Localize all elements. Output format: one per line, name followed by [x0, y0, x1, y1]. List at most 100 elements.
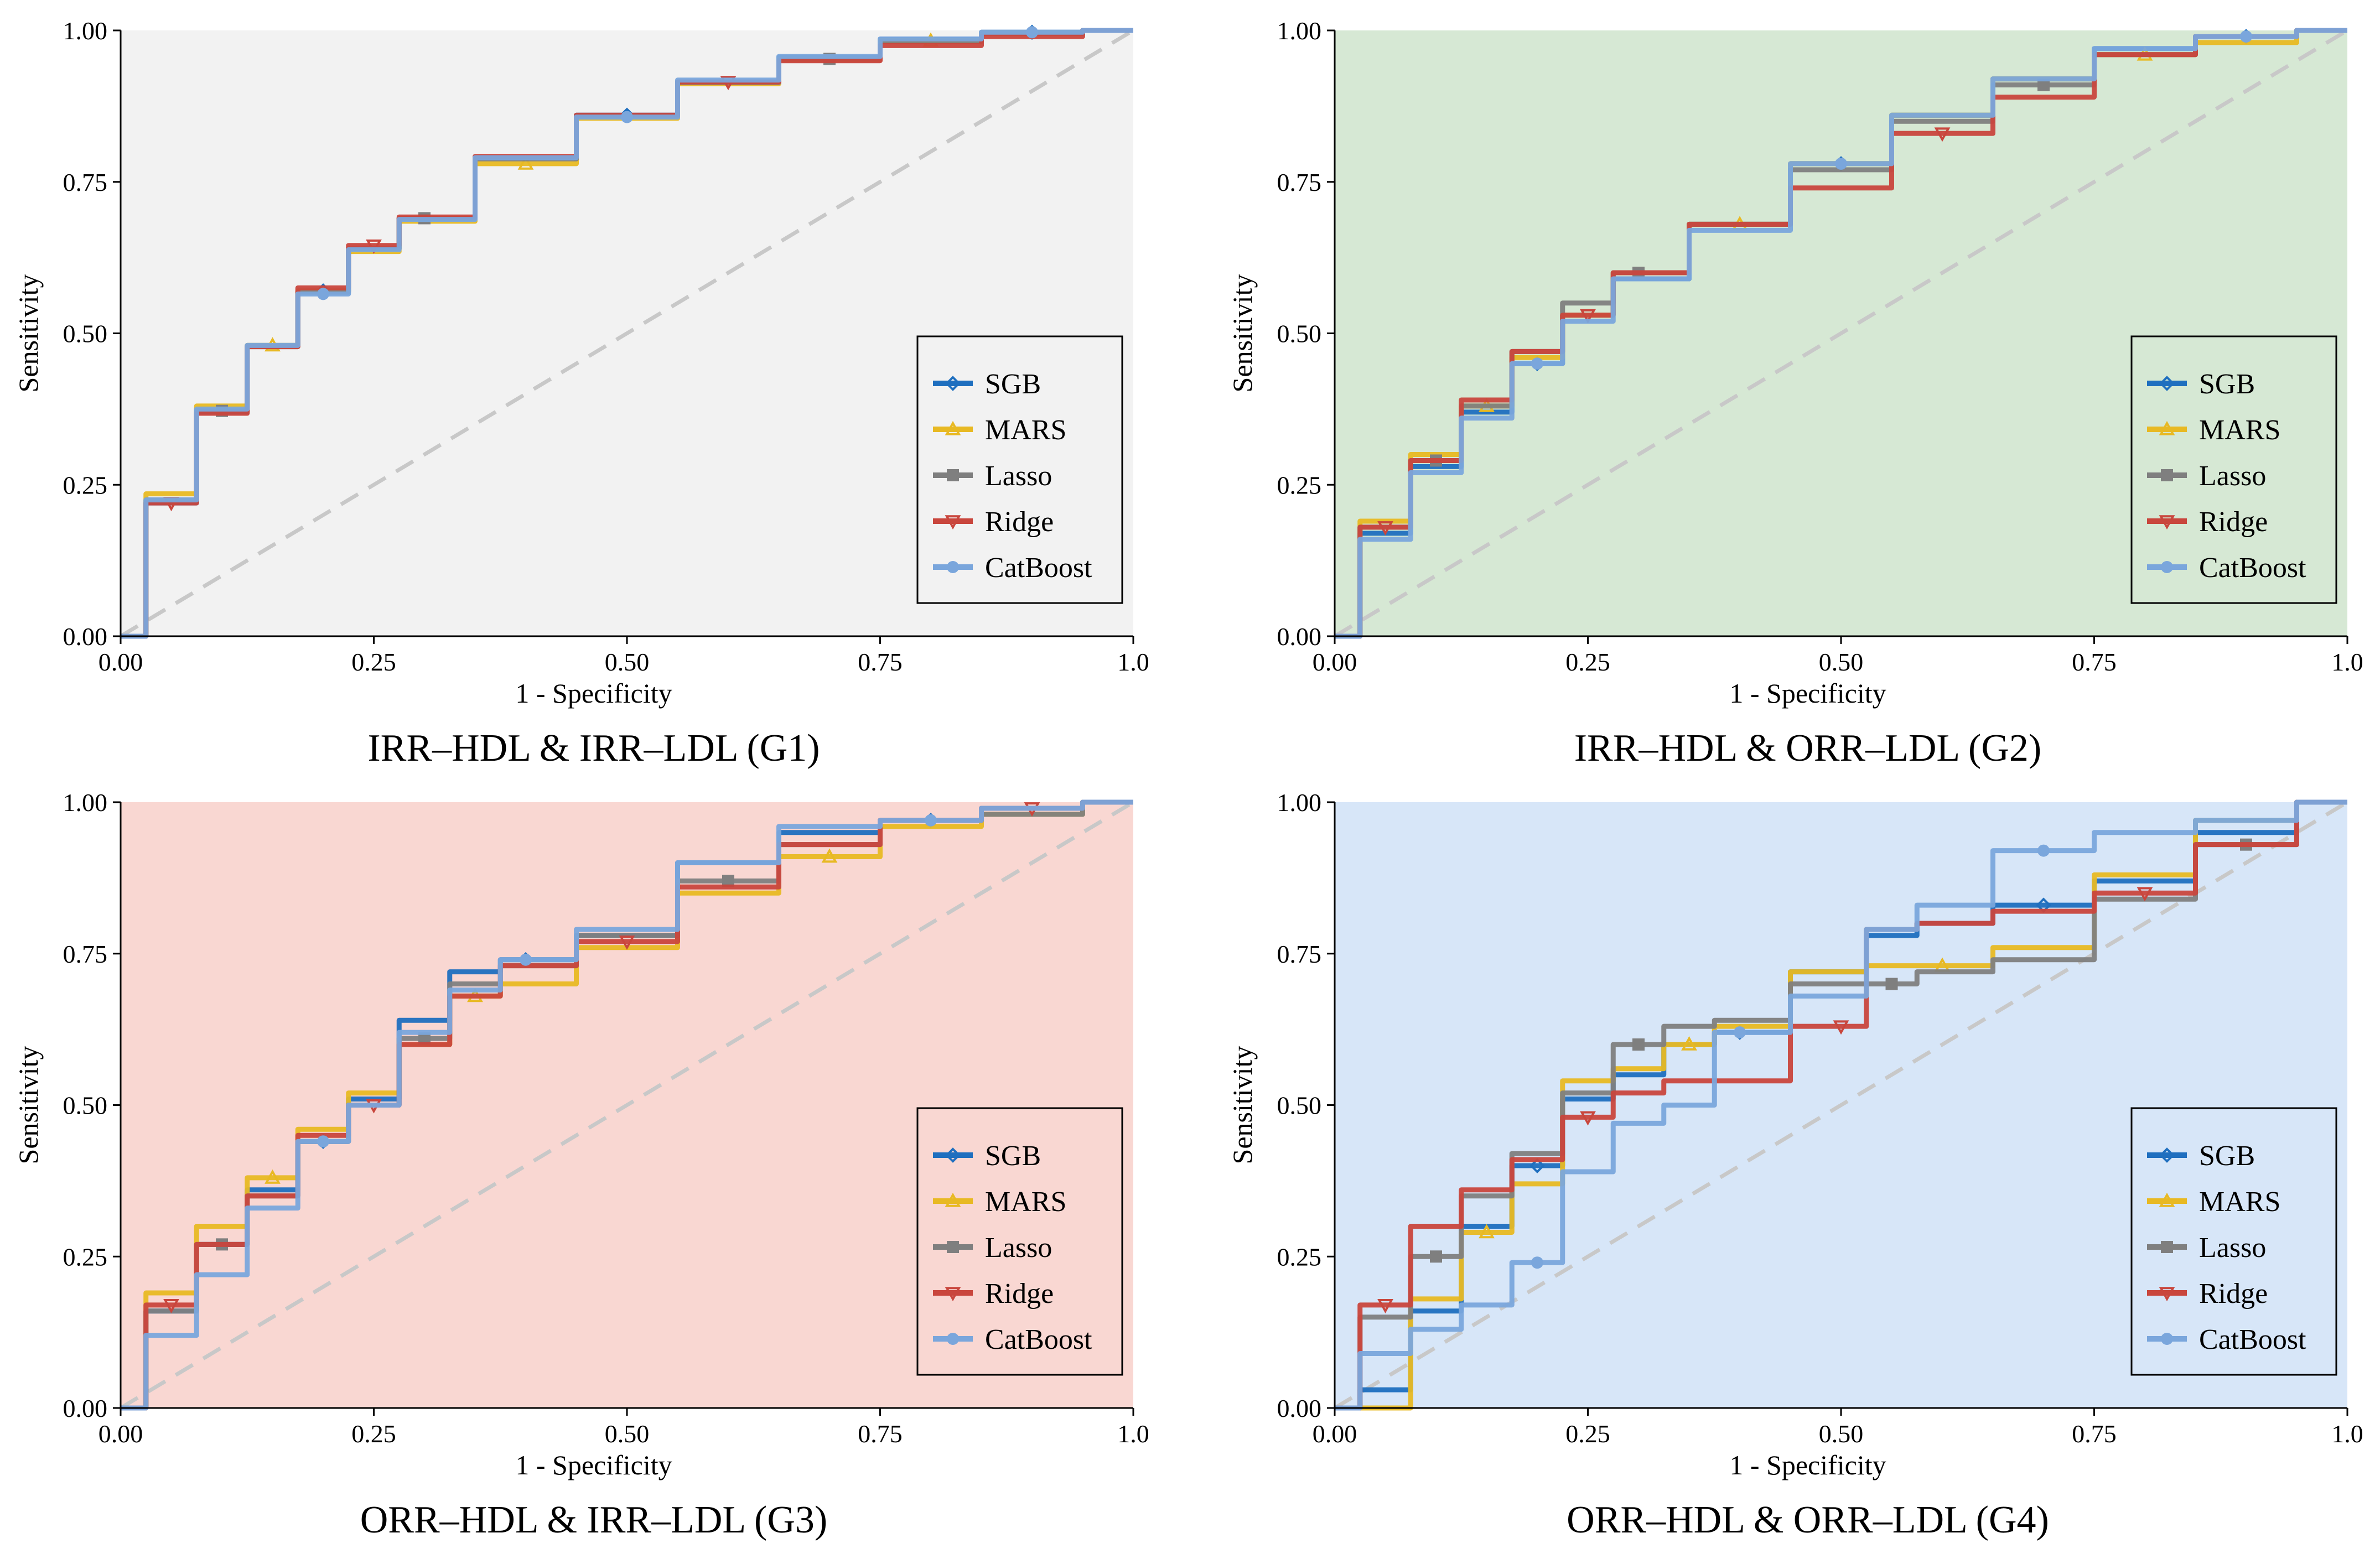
legend-label-sgb: SGB	[985, 368, 1041, 400]
legend-label-ridge: Ridge	[985, 506, 1054, 538]
legend-label-sgb: SGB	[2199, 368, 2255, 400]
legend-label-sgb: SGB	[2199, 1140, 2255, 1172]
reference-diagonal	[1334, 28, 2348, 638]
series-marker-sgb	[945, 1147, 961, 1163]
x-tick-label: 1.0	[2331, 648, 2363, 676]
legend-box	[916, 335, 1123, 604]
x-tick-label: 0.25	[1565, 648, 1610, 676]
chart-panel-g3: 0.00 0.25 0.50 0.75 1.0 0.00 0.25 0.50 0.75 1.00 1…	[13, 788, 1149, 1541]
series-marker-lasso	[2037, 79, 2050, 91]
series-marker-catboost	[2161, 1333, 2173, 1345]
x-tick-label: 0.25	[351, 1420, 396, 1448]
legend: SGB MARS Lasso Ridge CatBoost	[916, 1107, 1123, 1376]
chart-panel-g2: 0.00 0.25 0.50 0.75 1.0 0.00 0.25 0.50 0.75 1.00 1…	[1227, 17, 2363, 770]
reference-diagonal	[120, 28, 1134, 638]
series-marker-catboost	[317, 1135, 329, 1148]
series-marker-ridge	[945, 1287, 961, 1302]
series-marker-catboost	[2240, 30, 2252, 43]
chart-panel-g4: 0.00 0.25 0.50 0.75 1.0 0.00 0.25 0.50 0.75 1.00 1…	[1227, 788, 2363, 1541]
chart-caption: IRR–HDL & IRR–LDL (G1)	[367, 727, 820, 770]
x-tick-label: 0.25	[1565, 1420, 1610, 1448]
series-marker-catboost	[947, 1333, 959, 1345]
legend-label-mars: MARS	[2199, 1186, 2280, 1218]
x-tick-label: 0.25	[351, 648, 396, 676]
x-tick-label: 0.50	[1819, 1420, 1864, 1448]
legend: SGB MARS Lasso Ridge CatBoost	[2130, 335, 2337, 604]
y-axis-title: Sensitivity	[1227, 1046, 1258, 1165]
series-marker-sgb	[2159, 1147, 2175, 1163]
y-tick-label: 0.75	[63, 168, 108, 196]
series-marker-sgb	[945, 376, 961, 391]
x-tick-label: 0.00	[98, 648, 143, 676]
legend-label-catboost: CatBoost	[2199, 552, 2306, 584]
series-marker-ridge	[619, 936, 635, 950]
y-tick-label: 1.00	[1277, 17, 1322, 45]
series-marker-lasso	[2161, 469, 2173, 481]
series-line-catboost	[1335, 28, 2347, 639]
x-tick-label: 0.00	[1313, 1420, 1357, 1448]
series-marker-catboost	[317, 288, 329, 300]
legend-label-lasso: Lasso	[2199, 460, 2266, 492]
series-marker-catboost	[947, 561, 959, 573]
series-marker-lasso	[1632, 1038, 1645, 1051]
legend-label-sgb: SGB	[985, 1140, 1041, 1172]
series-catboost	[1335, 28, 2347, 639]
series-line-catboost	[1335, 799, 2347, 1411]
y-tick-label: 0.00	[63, 622, 108, 651]
chart-panel-g1: 0.00 0.25 0.50 0.75 1.0 0.00 0.25 0.50 0.75 1.00 1…	[13, 17, 1149, 770]
series-marker-catboost	[2161, 561, 2173, 573]
series-marker-catboost	[1734, 1026, 1746, 1039]
y-tick-label: 0.25	[1277, 471, 1322, 499]
series-marker-sgb	[1529, 1158, 1545, 1173]
series-marker-lasso	[947, 1241, 959, 1253]
y-tick-label: 1.00	[63, 788, 108, 817]
y-tick-label: 0.25	[63, 471, 108, 499]
series-marker-catboost	[1531, 1256, 1543, 1269]
x-axis-title: 1 - Specificity	[1729, 1449, 1886, 1480]
y-tick-label: 0.00	[63, 1394, 108, 1422]
series-marker-ridge	[163, 1299, 179, 1313]
series-marker-catboost	[925, 814, 937, 827]
series-marker-mars	[2159, 1192, 2175, 1207]
series-marker-sgb	[2159, 376, 2175, 391]
x-tick-label: 1.0	[1117, 648, 1149, 676]
legend-label-catboost: CatBoost	[985, 552, 1092, 584]
y-axis-title: Sensitivity	[13, 274, 44, 393]
series-marker-mars	[517, 155, 534, 170]
legend-label-ridge: Ridge	[985, 1278, 1054, 1310]
series-catboost	[121, 799, 1133, 1411]
y-tick-label: 0.00	[1277, 1394, 1322, 1422]
chart-caption: IRR–HDL & ORR–LDL (G2)	[1574, 727, 2041, 770]
series-marker-catboost	[1835, 157, 1847, 170]
y-tick-label: 0.50	[1277, 1092, 1322, 1120]
series-marker-mars	[945, 420, 961, 435]
series-marker-mars	[265, 1169, 281, 1184]
series-line-catboost	[121, 28, 1133, 639]
x-axis-title: 1 - Specificity	[515, 1449, 672, 1480]
series-marker-lasso	[2161, 1241, 2173, 1253]
y-tick-label: 0.75	[1277, 168, 1322, 196]
series-marker-ridge	[1580, 309, 1596, 324]
legend-label-lasso: Lasso	[2199, 1232, 2266, 1264]
legend-box	[2130, 335, 2337, 604]
y-tick-label: 0.75	[63, 940, 108, 968]
series-marker-catboost	[520, 953, 532, 966]
series-marker-lasso	[1885, 978, 1898, 990]
series-marker-mars	[945, 1192, 961, 1207]
y-tick-label: 1.00	[63, 17, 108, 45]
x-axis-title: 1 - Specificity	[515, 678, 672, 709]
y-tick-label: 0.50	[1277, 320, 1322, 348]
legend-label-mars: MARS	[2199, 414, 2280, 446]
y-tick-label: 0.50	[63, 1092, 108, 1120]
reference-diagonal	[120, 800, 1134, 1410]
series-marker-lasso	[947, 469, 959, 481]
series-marker-lasso	[418, 1032, 431, 1045]
y-tick-label: 0.50	[63, 320, 108, 348]
legend-label-catboost: CatBoost	[985, 1324, 1092, 1355]
x-tick-label: 0.50	[1819, 648, 1864, 676]
series-marker-ridge	[2137, 887, 2153, 902]
series-marker-ridge	[1934, 127, 1951, 142]
series-catboost	[1335, 799, 2347, 1411]
x-tick-label: 0.75	[2072, 1420, 2117, 1448]
x-tick-label: 0.50	[605, 1420, 650, 1448]
